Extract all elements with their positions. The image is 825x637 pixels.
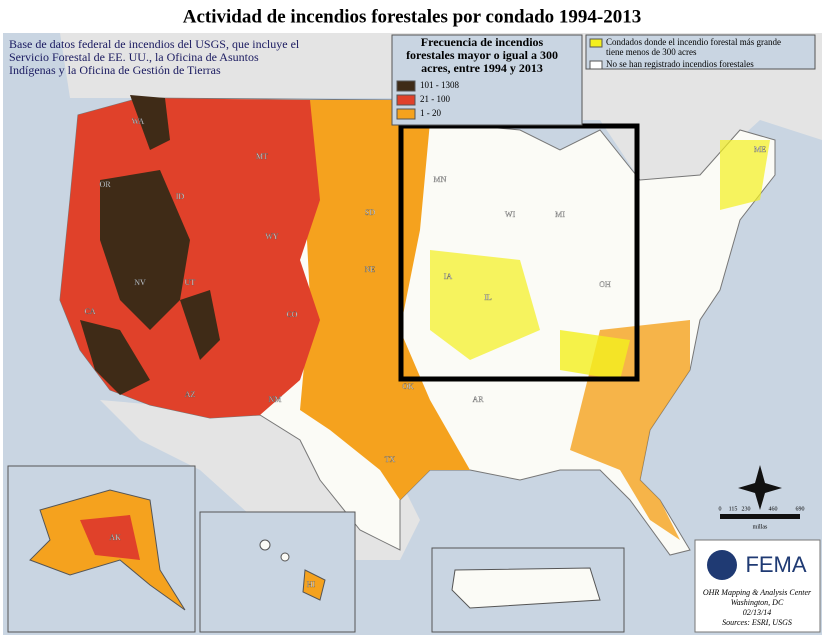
source-note: Servicio Forestal de EE. UU., la Oficina… [9,50,259,64]
yellow-region [560,330,630,380]
yellow-region [720,140,770,210]
state-label: WI [505,210,516,219]
map-title: Actividad de incendios forestales por co… [183,6,642,27]
hawaii-island [259,539,271,551]
focus-box [398,123,640,382]
state-label: AK [109,533,121,542]
legend-label: 101 - 1308 [420,80,459,90]
state-label: NM [269,395,282,404]
dark-region [80,320,150,395]
puerto-rico [451,567,601,609]
state-label: ID [176,192,185,201]
state-label: OH [599,280,611,289]
scale-label: 690 [796,506,805,512]
legend-title: acres, entre 1994 y 2013 [421,61,543,75]
scale-bar [720,514,800,519]
legend-swatch [396,80,416,92]
orange-region [300,100,470,500]
legend-label: Condados donde el incendio forestal más … [606,37,781,47]
state-label: MI [555,210,565,219]
state-label: WY [265,232,279,241]
legend-label: tiene menos de 300 acres [606,47,697,57]
state-label: OK [402,382,414,391]
dark-region [130,95,170,150]
source-note: Indígenas y la Oficina de Gestión de Tie… [9,63,221,77]
state-label: ME [754,145,766,154]
legend-swatch [396,108,416,120]
credit-line: Sources: ESRI, USGS [722,618,792,627]
hawaii-island [280,552,290,562]
legend-label: 1 - 20 [420,108,441,118]
scale-label: 115 [729,506,738,512]
legend-swatch [396,94,416,106]
legend-swatch [589,38,603,48]
scale-unit: millas [753,524,768,530]
state-label: IA [444,272,453,281]
state-label: MT [256,152,268,161]
state-label: CO [286,310,297,319]
state-label: SD [365,208,375,217]
dhs-seal [707,550,737,580]
credit-line: 02/13/14 [743,608,771,617]
dark-region [100,170,190,330]
state-label: NV [134,278,146,287]
state-label: MN [434,175,447,184]
agency-name: FEMA [745,552,806,577]
state-label: HI [307,580,316,589]
dark-region [180,290,220,360]
state-label: CA [84,307,95,316]
state-label: AZ [185,390,196,399]
compass [738,465,782,510]
credit-line: OHR Mapping & Analysis Center [703,588,812,597]
legend-box [391,34,583,126]
canada [3,33,822,180]
scale-label: 0 [719,506,722,512]
state-label: IL [484,293,492,302]
source-note: Base de datos federal de incendios del U… [9,37,300,51]
state-label: TX [385,455,396,464]
scale-label: 230 [742,506,751,512]
legend-swatch [589,60,603,70]
state-label: WA [132,117,145,126]
legend-label: No se han registrado incendios forestale… [606,59,754,69]
state-label: AR [472,395,484,404]
yellow-region [430,250,540,360]
hawaii-inset [199,511,356,633]
state-label: NE [365,265,376,274]
credit-line: Washington, DC [731,598,784,607]
alaska-red [80,515,140,560]
legend-label: 21 - 100 [420,94,450,104]
state-label: UT [185,278,196,287]
scale-label: 460 [769,506,778,512]
state-label: OR [99,180,111,189]
hawaii [302,569,326,601]
legend-title: forestales mayor o igual a 300 [406,48,558,62]
legend-box-other [585,34,816,70]
legend-title: Frecuencia de incendios [421,35,544,49]
